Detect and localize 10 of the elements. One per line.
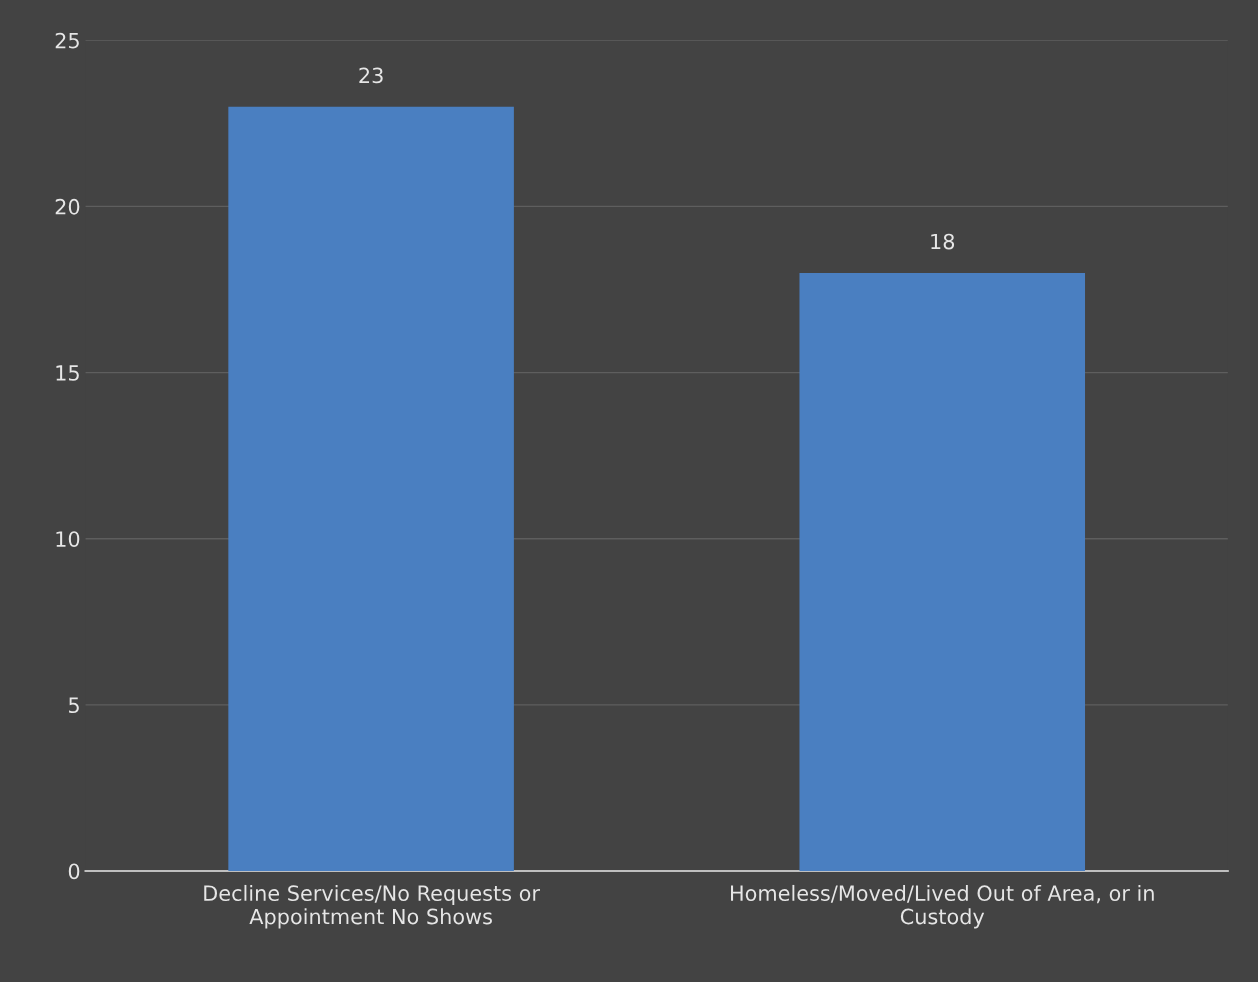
y-tick-label: 0 [68, 863, 80, 880]
y-tick-label: 10 [56, 531, 80, 547]
y-tick-label: 5 [69, 697, 79, 714]
x-tick-label: Decline Services/No Requests or Appointment No Shows [204, 884, 540, 929]
data-label: 18 [931, 233, 955, 250]
y-tick-label: 15 [56, 365, 79, 381]
y-tick-label: 25 [55, 32, 79, 49]
x-tick-label: Homeless/Moved/Lived Out of Area, or in Custody [731, 884, 1154, 929]
data-label: 23 [359, 67, 383, 84]
y-tick-label: 20 [55, 198, 80, 215]
